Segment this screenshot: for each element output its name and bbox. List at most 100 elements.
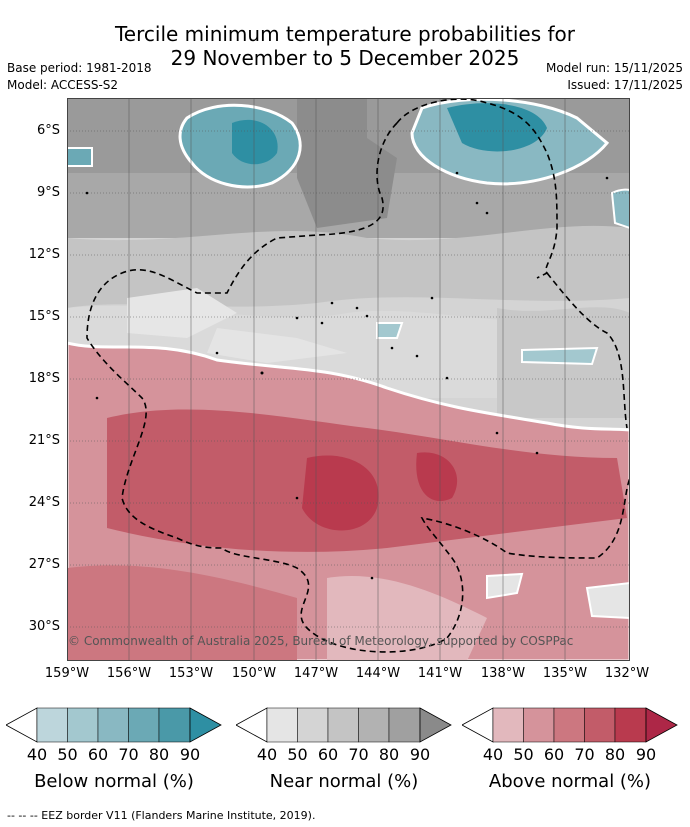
light-grey-patch (127, 288, 237, 338)
colorbar-below-max-arrow (189, 707, 222, 743)
model-name: Model: ACCESS-S2 (7, 78, 119, 92)
lon-label: 150°W (231, 666, 277, 681)
copyright-credit: © Commonwealth of Australia 2025, Bureau… (68, 634, 574, 648)
cbar-tick: 70 (574, 745, 595, 764)
issued-date: Issued: 17/11/2025 (567, 78, 683, 92)
below-normal-core-1 (232, 119, 278, 165)
cbar-tick: 70 (348, 745, 369, 764)
colorbar-below-normal (6, 707, 222, 743)
title-line-2: 29 November to 5 December 2025 (170, 46, 520, 70)
below-normal-patch-3 (67, 147, 93, 167)
lat-label: 18°S (28, 371, 60, 386)
lon-label: 132°W (604, 666, 650, 681)
longitude-gridlines (128, 98, 566, 661)
map-svg (67, 98, 630, 661)
near-normal-islet-southeast (585, 581, 630, 620)
lon-label: 147°W (293, 666, 339, 681)
colorbar-above-segment (614, 707, 647, 743)
lat-label: 9°S (36, 185, 60, 200)
lat-label: 27°S (28, 557, 60, 572)
cbar-tick: 80 (604, 745, 626, 764)
model-run: Model run: 15/11/2025 (545, 61, 683, 75)
colorbar-above-segment (492, 707, 524, 743)
cbar-tick: 90 (635, 745, 657, 764)
colorbar-near-segment (358, 707, 390, 743)
colorbar-below-min-arrow (6, 707, 38, 743)
cbar-tick: 90 (179, 745, 201, 764)
below-normal-label: Below normal (%) (34, 771, 194, 792)
cbar-tick: 80 (148, 745, 170, 764)
cbar-tick: 60 (87, 745, 109, 764)
cbar-tick: 60 (317, 745, 339, 764)
lon-label: 135°W (542, 666, 588, 681)
above-normal-peak-2 (416, 452, 458, 501)
lat-label: 15°S (28, 309, 60, 324)
cbar-tick: 80 (378, 745, 400, 764)
colorbar-below-segment (67, 707, 99, 743)
probability-map (67, 98, 630, 661)
cbar-tick: 50 (57, 745, 78, 764)
lat-label: 6°S (36, 123, 60, 138)
colorbar-near-segment (266, 707, 298, 743)
colorbar-near-max-arrow (419, 707, 452, 743)
lon-label: 144°W (355, 666, 401, 681)
light-grey-patch-2 (207, 328, 347, 363)
eez-border-north (396, 98, 558, 279)
colorbar-above-segment (523, 707, 555, 743)
colorbar-above-normal (462, 707, 678, 743)
meta-left: Base period: 1981-2018 Model: ACCESS-S2 (7, 60, 152, 94)
lat-label: 30°S (28, 619, 60, 634)
near-normal-label: Near normal (%) (269, 771, 419, 792)
colorbar-below-segment (97, 707, 129, 743)
above-normal-label: Above normal (%) (488, 771, 652, 792)
above-normal-patch-south (67, 565, 297, 661)
above-normal-peak-1 (302, 455, 379, 531)
cbar-tick: 70 (118, 745, 139, 764)
eez-border-east (546, 272, 628, 429)
lon-label: 138°W (480, 666, 526, 681)
below-normal-core-2 (447, 103, 547, 152)
cbar-tick: 50 (287, 745, 308, 764)
base-period: Base period: 1981-2018 (7, 61, 152, 75)
near-normal-band-mid (67, 225, 630, 308)
cbar-tick: 40 (256, 745, 278, 764)
lat-label: 24°S (28, 495, 60, 510)
lon-label: 159°W (44, 666, 90, 681)
latitude-gridlines (67, 130, 630, 628)
lat-label: 21°S (28, 433, 60, 448)
colorbar-below-segment (36, 707, 68, 743)
below-normal-patch-5 (376, 322, 404, 339)
lon-label: 153°W (168, 666, 214, 681)
colorbar-near-normal (236, 707, 452, 743)
map-title: Tercile minimum temperature probabilitie… (0, 22, 690, 70)
cbar-tick: 40 (26, 745, 48, 764)
map-frame (67, 98, 630, 661)
title-line-1: Tercile minimum temperature probabilitie… (114, 22, 576, 46)
lat-label: 12°S (28, 247, 60, 262)
cbar-tick: 50 (513, 745, 534, 764)
dark-grey-patch (297, 98, 397, 228)
meta-right: Model run: 15/11/2025 Issued: 17/11/2025 (546, 60, 683, 94)
below-normal-patch-6 (521, 346, 599, 366)
colorbar-above-segment (553, 707, 585, 743)
near-normal-islet-south (486, 572, 524, 600)
colorbar-above-min-arrow (462, 707, 494, 743)
island-dots (85, 171, 609, 580)
colorbar-near-segment (388, 707, 421, 743)
colorbar-below-segment (158, 707, 191, 743)
cbar-tick: 60 (543, 745, 565, 764)
eez-legend-footer: -- -- -- EEZ border V11 (Flanders Marine… (7, 809, 316, 822)
colorbar-near-segment (327, 707, 359, 743)
above-normal-light-south (327, 576, 487, 661)
lon-label: 141°W (417, 666, 463, 681)
colorbar-below-segment (128, 707, 160, 743)
eez-border-main (86, 122, 630, 653)
colorbar-near-segment (297, 707, 329, 743)
colorbar-above-segment (584, 707, 616, 743)
lon-label: 156°W (106, 666, 152, 681)
colorbar-above-max-arrow (645, 707, 678, 743)
cbar-tick: 40 (482, 745, 504, 764)
below-normal-patch-4 (610, 188, 630, 230)
cbar-tick: 90 (409, 745, 431, 764)
colorbar-near-min-arrow (236, 707, 268, 743)
